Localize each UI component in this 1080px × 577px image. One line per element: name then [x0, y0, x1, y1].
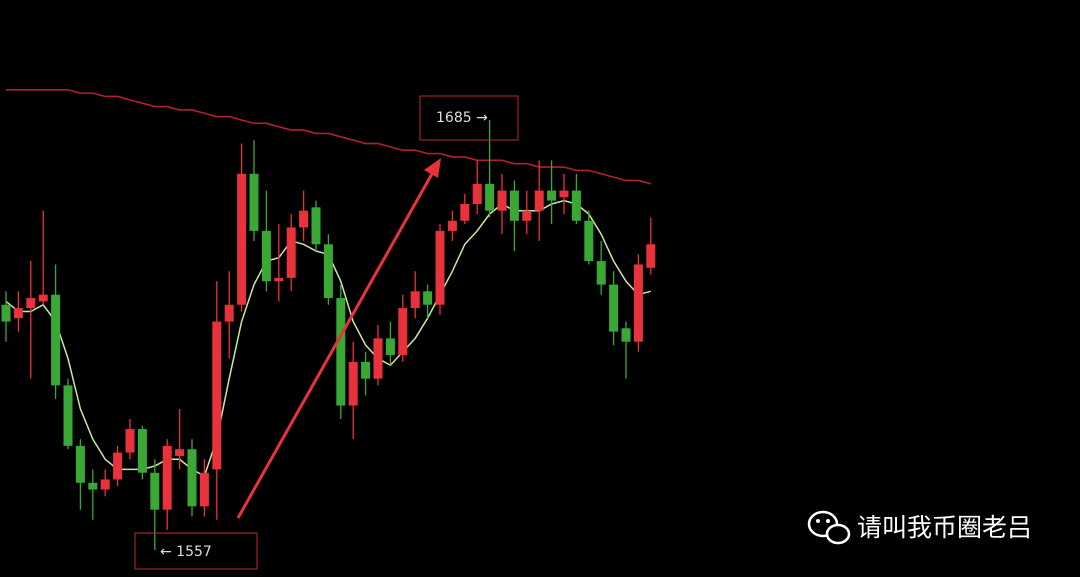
- candle-body: [237, 173, 247, 305]
- candle-body: [311, 207, 321, 245]
- plot: [1, 88, 656, 550]
- candle-body: [323, 244, 333, 299]
- candle-body: [447, 220, 457, 231]
- candle-body: [38, 294, 48, 302]
- candle-body: [137, 429, 147, 473]
- candle-body: [547, 190, 557, 201]
- candle-body: [113, 452, 123, 480]
- candle-body: [274, 277, 284, 282]
- candle-body: [621, 328, 631, 342]
- candle-body: [460, 203, 470, 221]
- candle-body: [559, 190, 569, 198]
- annotation: ← 1557: [160, 544, 212, 560]
- candle-body: [423, 291, 433, 305]
- candle-body: [261, 230, 271, 282]
- candle-body: [187, 449, 197, 507]
- candle-body: [571, 190, 581, 221]
- candle-body: [249, 173, 259, 231]
- candle-body: [88, 482, 98, 490]
- candle-body: [485, 183, 495, 211]
- candle-body: [534, 190, 544, 211]
- candle-body: [212, 321, 222, 470]
- candle-body: [150, 472, 160, 510]
- candle-body: [472, 183, 482, 204]
- candle-body: [410, 291, 420, 309]
- annotation-box: [134, 532, 258, 570]
- candle-body: [385, 338, 395, 356]
- candle-body: [497, 190, 507, 211]
- candle-body: [51, 294, 61, 386]
- candle-body: [26, 298, 36, 309]
- candle-body: [509, 190, 519, 221]
- candle-body: [286, 227, 296, 278]
- candle-body: [596, 261, 606, 285]
- wechat-icon: [807, 510, 851, 545]
- candle-body: [75, 445, 85, 483]
- candle-body: [1, 304, 11, 322]
- candle-body: [522, 210, 532, 221]
- candle-body: [125, 429, 135, 453]
- moving-average: [6, 88, 652, 185]
- candle-body: [398, 308, 408, 356]
- candle-body: [435, 230, 445, 305]
- candle-body: [224, 304, 234, 322]
- candle-body: [609, 284, 619, 332]
- candle-body: [633, 264, 643, 342]
- candle-body: [336, 298, 346, 406]
- candle-body: [175, 449, 185, 456]
- candle-body: [100, 479, 110, 490]
- candle-body: [646, 244, 656, 268]
- annotation: 1685 →: [436, 110, 488, 126]
- trend-arrow: [236, 171, 435, 519]
- candle-body: [348, 361, 358, 406]
- candle-body: [584, 220, 594, 262]
- candle-body: [13, 308, 23, 319]
- candle-body: [373, 338, 383, 379]
- annotation-box: [419, 95, 519, 141]
- candle-body: [63, 385, 73, 446]
- candle-body: [361, 361, 371, 379]
- candle-body: [299, 210, 309, 228]
- arrow-head: [424, 158, 441, 178]
- candle-body: [199, 472, 209, 507]
- watermark: 请叫我币圈老吕: [857, 513, 1032, 542]
- candle-body: [162, 445, 172, 510]
